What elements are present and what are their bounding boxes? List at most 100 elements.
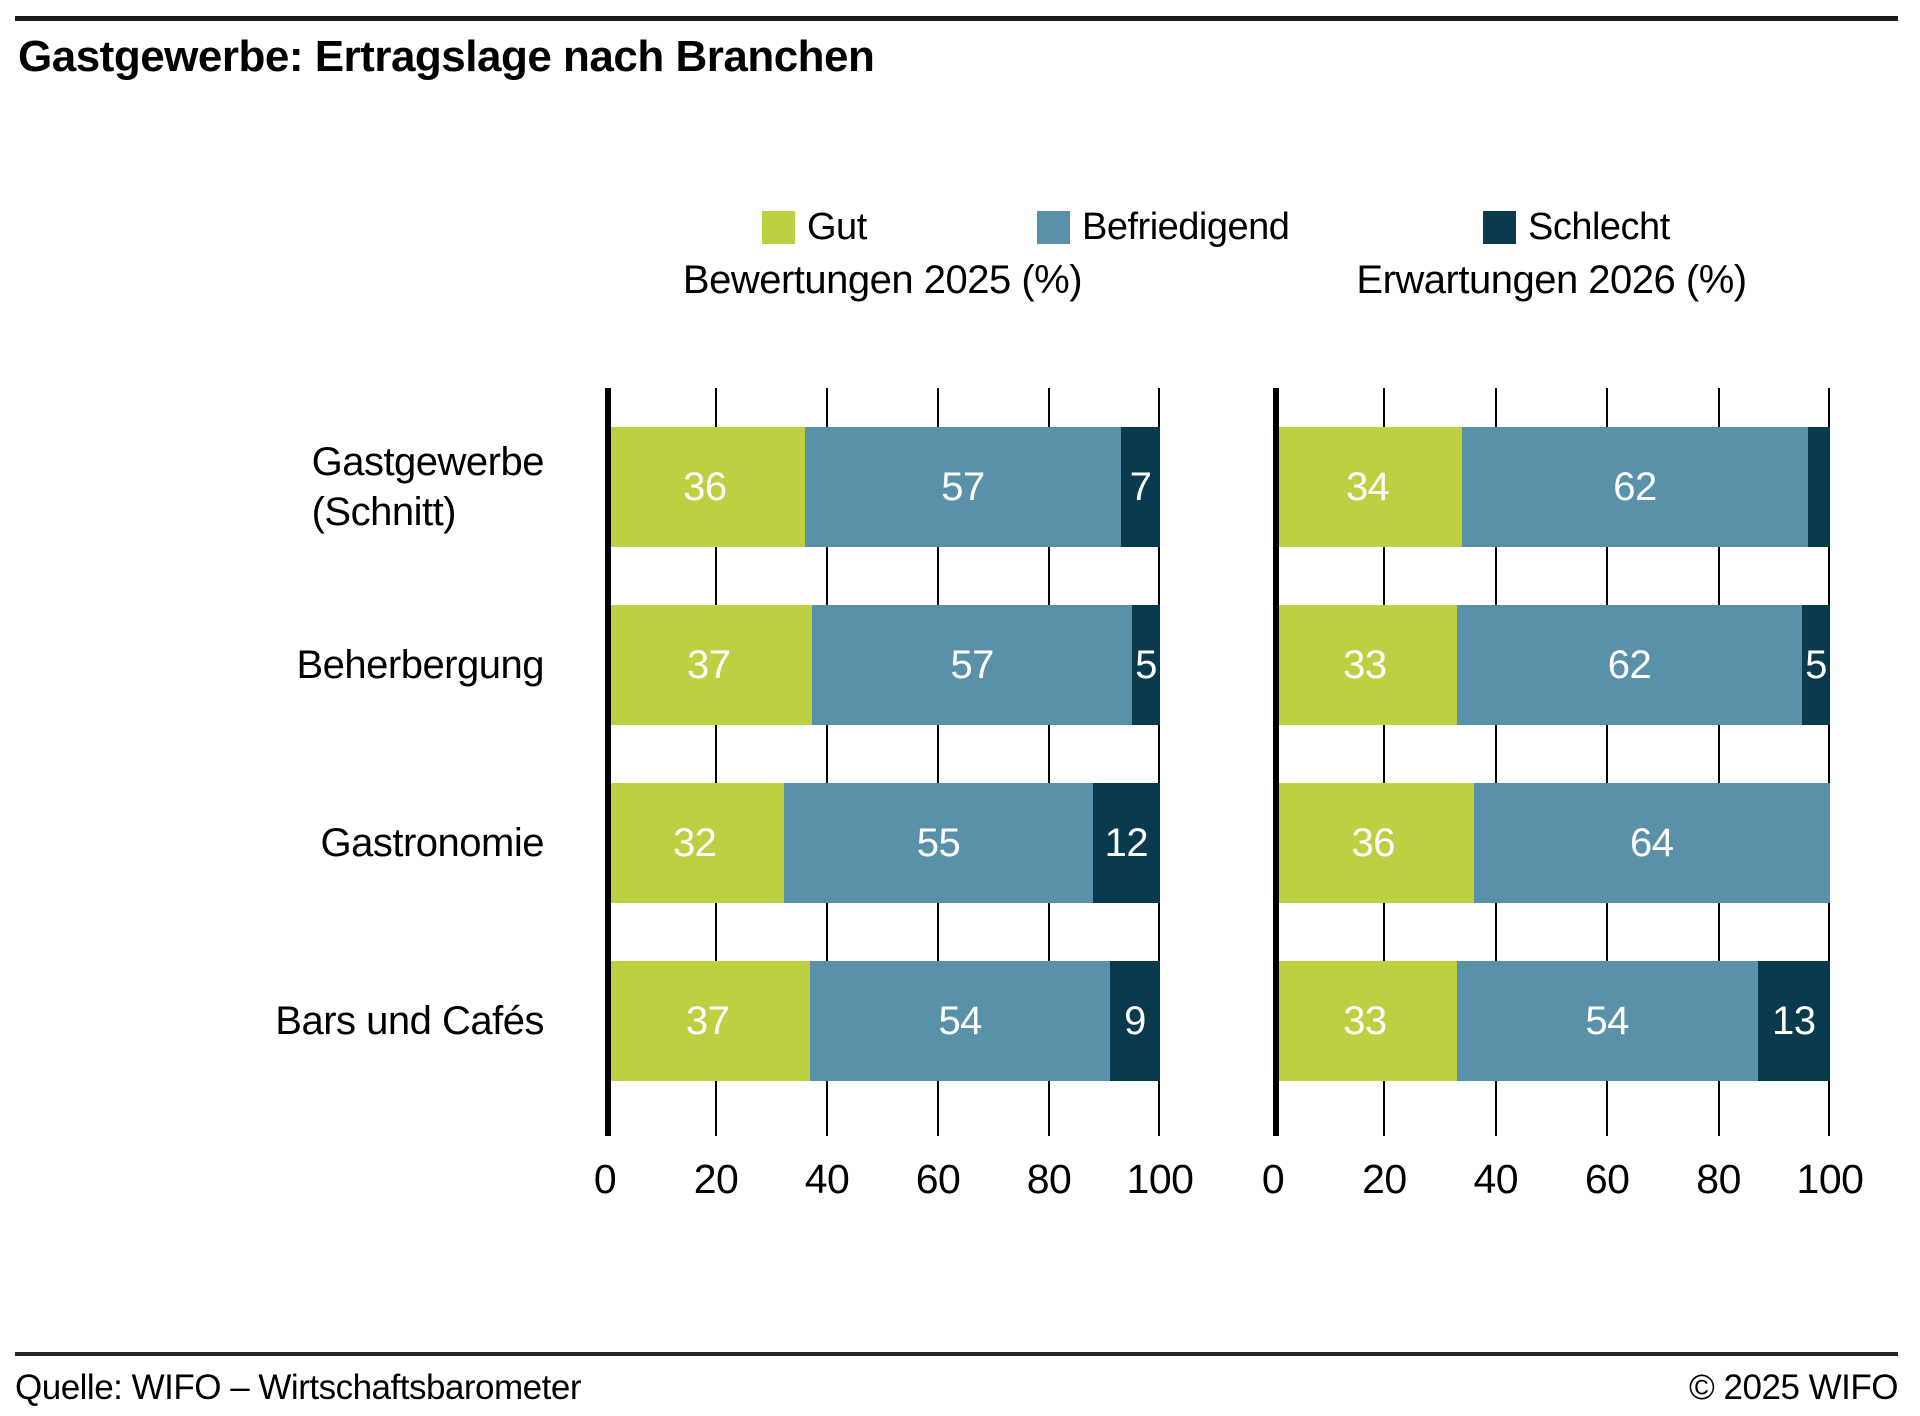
y-axis-spine bbox=[1273, 388, 1279, 1136]
category-label-beherbergung: Beherbergung bbox=[0, 605, 560, 725]
x-tick-label: 80 bbox=[1026, 1156, 1072, 1202]
legend-item-gut: Gut bbox=[762, 204, 867, 250]
source-note: Quelle: WIFO – Wirtschaftsbarometer bbox=[15, 1368, 581, 1407]
x-tick-label: 40 bbox=[804, 1156, 850, 1202]
bar-segment-gut: 32 bbox=[605, 783, 785, 903]
category-label-text: Beherbergung bbox=[296, 643, 544, 687]
bar-segment-schlecht: 13 bbox=[1757, 961, 1830, 1081]
gridline bbox=[1717, 388, 1720, 1136]
x-tick-label: 20 bbox=[693, 1156, 739, 1202]
gridline bbox=[1606, 388, 1609, 1136]
bar-gastgewerbe-schnitt-: 34 62 bbox=[1273, 427, 1830, 547]
legend-swatch-schlecht bbox=[1483, 210, 1516, 244]
bar-segment-befriedigend: 54 bbox=[810, 961, 1111, 1081]
bar-gastronomie: 32 55 12 bbox=[605, 783, 1160, 903]
bar-value-label: 33 bbox=[1343, 998, 1387, 1043]
legend-item-schlecht: Schlecht bbox=[1483, 204, 1670, 250]
bar-value-label: 37 bbox=[685, 998, 730, 1043]
bar-value-label: 36 bbox=[683, 464, 727, 509]
gridline bbox=[826, 388, 828, 1136]
bar-segment-befriedigend: 57 bbox=[804, 427, 1122, 547]
bar-segment-schlecht: 5 bbox=[1131, 605, 1160, 725]
bar-segment-schlecht: 12 bbox=[1092, 783, 1160, 903]
bar-gastronomie: 36 64 bbox=[1273, 783, 1830, 903]
bar-segment-befriedigend: 62 bbox=[1462, 427, 1808, 547]
bar-value-label: 54 bbox=[938, 998, 982, 1043]
gridline bbox=[937, 388, 939, 1136]
bar-segment-schlecht: 7 bbox=[1121, 427, 1160, 547]
bar-value-label: 5 bbox=[1805, 642, 1827, 687]
copyright-note: © 2025 WIFO bbox=[1689, 1368, 1898, 1407]
bar-segment-gut: 37 bbox=[605, 961, 811, 1081]
gridline bbox=[1158, 388, 1160, 1136]
category-label-gastronomie: Gastronomie bbox=[0, 783, 560, 903]
bar-segment-schlecht: 5 bbox=[1802, 605, 1830, 725]
panel-title-2026: Erwartungen 2026 (%) bbox=[1356, 258, 1747, 302]
bar-gastgewerbe-schnitt-: 36 57 7 bbox=[605, 427, 1160, 547]
x-tick-label: 80 bbox=[1696, 1156, 1741, 1202]
bar-segment-gut: 33 bbox=[1273, 961, 1457, 1081]
legend-item-befriedigend: Befriedigend bbox=[1037, 204, 1290, 250]
legend-label-befriedigend: Befriedigend bbox=[1082, 205, 1290, 248]
bar-beherbergung: 37 57 5 bbox=[605, 605, 1160, 725]
plot-erwartungen-2026: 0 20 40 60 80 100 34 62 33 62 5 36 64 33 54 13 bbox=[1262, 388, 1864, 1202]
gridline bbox=[1494, 388, 1497, 1136]
bar-segment-gut: 36 bbox=[605, 427, 805, 547]
plot-bewertungen-2025: 0 20 40 60 80 100 36 57 7 37 57 5 32 55 12 37 54 9 bbox=[594, 388, 1194, 1202]
bar-segment-befriedigend: 57 bbox=[812, 605, 1132, 725]
gridline bbox=[1383, 388, 1386, 1136]
gridline bbox=[1828, 388, 1830, 1136]
gridline bbox=[1048, 388, 1050, 1136]
bar-value-label: 13 bbox=[1772, 998, 1816, 1043]
x-tick-label: 100 bbox=[1796, 1156, 1864, 1202]
bar-segment-befriedigend: 54 bbox=[1456, 961, 1758, 1081]
bar-bars-und-caf-s: 37 54 9 bbox=[605, 961, 1160, 1081]
bar-value-label: 7 bbox=[1129, 464, 1152, 509]
bar-segment-befriedigend: 62 bbox=[1456, 605, 1803, 725]
bar-value-label: 54 bbox=[1585, 998, 1629, 1043]
y-axis-spine bbox=[605, 388, 611, 1136]
x-tick-label: 40 bbox=[1473, 1156, 1519, 1202]
category-label-text: Gastronomie bbox=[320, 821, 545, 865]
bar-value-label: 12 bbox=[1104, 820, 1149, 865]
bar-segment-gut: 36 bbox=[1273, 783, 1474, 903]
page-title: Gastgewerbe: Ertragslage nach Branchen bbox=[18, 32, 875, 81]
bar-segment-befriedigend: 64 bbox=[1473, 783, 1830, 903]
x-tick-label: 0 bbox=[593, 1156, 617, 1202]
bar-segment-gut: 34 bbox=[1273, 427, 1463, 547]
bar-segment-schlecht bbox=[1807, 427, 1830, 547]
bar-value-label: 64 bbox=[1630, 820, 1674, 865]
bar-value-label: 32 bbox=[672, 820, 717, 865]
bar-value-label: 37 bbox=[686, 642, 731, 687]
bar-segment-befriedigend: 55 bbox=[784, 783, 1093, 903]
bar-beherbergung: 33 62 5 bbox=[1273, 605, 1830, 725]
x-tick-label: 60 bbox=[1584, 1156, 1630, 1202]
legend-swatch-befriedigend bbox=[1037, 210, 1070, 244]
bar-value-label: 57 bbox=[941, 464, 985, 509]
bar-bars-und-caf-s: 33 54 13 bbox=[1273, 961, 1830, 1081]
bar-value-label: 55 bbox=[916, 820, 961, 865]
bottom-rule bbox=[15, 1352, 1898, 1356]
gridline bbox=[715, 388, 717, 1136]
bar-value-label: 57 bbox=[950, 642, 994, 687]
x-tick-label: 20 bbox=[1362, 1156, 1407, 1202]
bar-value-label: 36 bbox=[1351, 820, 1396, 865]
bar-value-label: 62 bbox=[1613, 464, 1657, 509]
bar-value-label: 33 bbox=[1343, 642, 1387, 687]
x-tick-label: 0 bbox=[1261, 1156, 1285, 1202]
bar-segment-schlecht: 9 bbox=[1110, 961, 1160, 1081]
bar-value-label: 5 bbox=[1135, 642, 1157, 687]
top-rule bbox=[15, 16, 1898, 21]
legend-swatch-gut bbox=[762, 210, 795, 244]
legend-label-schlecht: Schlecht bbox=[1528, 205, 1670, 248]
x-tick-label: 100 bbox=[1126, 1156, 1194, 1202]
bar-value-label: 62 bbox=[1607, 642, 1652, 687]
category-label-text: Bars und Cafés bbox=[275, 999, 544, 1043]
category-label-text: Gastgewerbe (Schnitt) bbox=[311, 440, 545, 534]
bar-segment-gut: 33 bbox=[1273, 605, 1457, 725]
bar-value-label: 9 bbox=[1124, 998, 1146, 1043]
legend-label-gut: Gut bbox=[807, 205, 867, 248]
bar-segment-gut: 37 bbox=[605, 605, 813, 725]
x-tick-label: 60 bbox=[915, 1156, 961, 1202]
